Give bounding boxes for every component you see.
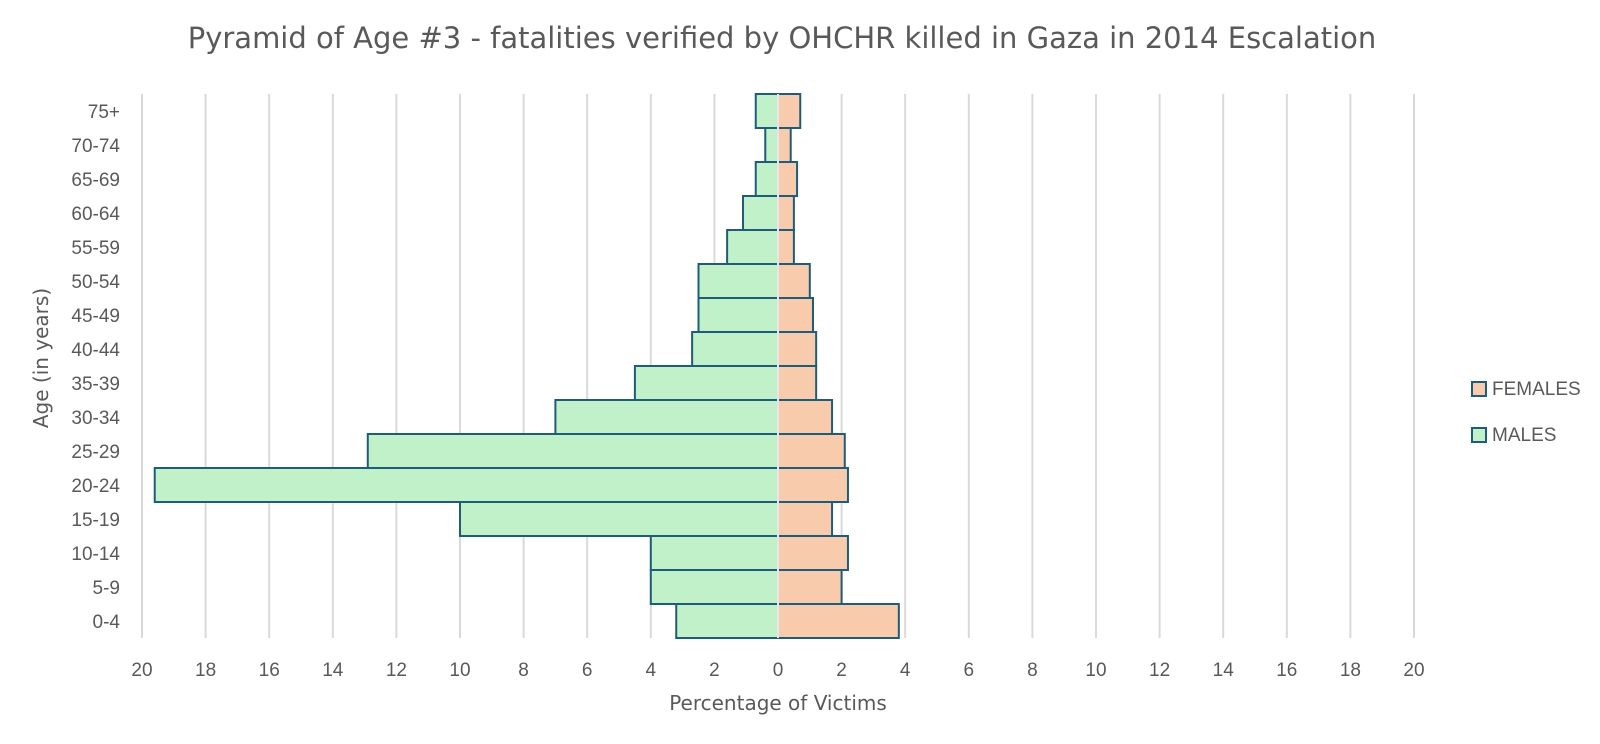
y-tick-label: 10-14 — [71, 544, 120, 565]
y-axis-label: Age (in years) — [29, 288, 53, 428]
bar-female — [777, 365, 818, 401]
bar-male — [554, 399, 780, 435]
x-tick-label: 20 — [1403, 660, 1424, 681]
x-tick-label: 8 — [518, 660, 529, 681]
x-axis-ticks: 20 18 16 14 12 10 8 6 4 2 0 2 4 6 8 10 12 14 16 18 20 — [131, 660, 1424, 681]
bar-female — [777, 569, 843, 605]
x-tick-label: 10 — [1085, 660, 1106, 681]
bar-female — [777, 331, 818, 367]
y-tick-label: 30-34 — [71, 408, 120, 429]
legend-label-males: MALES — [1492, 425, 1556, 446]
x-tick-label: 10 — [449, 660, 470, 681]
x-tick-label: 12 — [1149, 660, 1170, 681]
bar-male — [742, 195, 780, 231]
x-tick-label: 16 — [259, 660, 280, 681]
y-tick-label: 15-19 — [71, 510, 120, 531]
x-tick-label: 4 — [646, 660, 657, 681]
bar-female — [777, 195, 795, 231]
bar-female — [777, 229, 795, 265]
x-tick-label: 18 — [195, 660, 216, 681]
x-tick-label: 16 — [1276, 660, 1297, 681]
x-tick-label: 0 — [773, 660, 784, 681]
bar-male — [459, 501, 779, 537]
bar-female — [777, 263, 811, 299]
x-tick-label: 2 — [836, 660, 847, 681]
y-tick-label: 55-59 — [71, 238, 120, 259]
bar-male — [754, 93, 779, 129]
y-tick-label: 60-64 — [71, 204, 120, 225]
y-tick-label: 45-49 — [71, 306, 120, 327]
x-tick-label: 6 — [582, 660, 593, 681]
bar-female — [777, 433, 846, 469]
bar-male — [633, 365, 780, 401]
bar-male — [153, 467, 780, 503]
bar-male — [726, 229, 779, 265]
bar-male — [754, 161, 779, 197]
bar-female — [777, 127, 792, 163]
bar-male — [366, 433, 779, 469]
y-tick-label: 65-69 — [71, 170, 120, 191]
y-tick-label: 75+ — [88, 102, 120, 123]
x-tick-label: 12 — [386, 660, 407, 681]
x-tick-label: 18 — [1340, 660, 1361, 681]
chart-title: Pyramid of Age #3 - fatalities verified … — [188, 21, 1377, 55]
legend-label-females: FEMALES — [1492, 379, 1581, 400]
bar-female — [777, 297, 814, 333]
bar-female — [777, 467, 849, 503]
bar-male — [649, 569, 779, 605]
y-tick-label: 5-9 — [93, 578, 120, 599]
bar-female — [777, 535, 849, 571]
legend: FEMALES MALES — [1471, 379, 1581, 446]
bar-male — [649, 535, 779, 571]
y-tick-label: 50-54 — [71, 272, 120, 293]
x-tick-label: 4 — [900, 660, 911, 681]
x-tick-label: 14 — [322, 660, 344, 681]
bar-female — [777, 501, 834, 537]
y-tick-label: 0-4 — [93, 612, 121, 633]
x-tick-label: 2 — [709, 660, 720, 681]
bar-female — [777, 399, 834, 435]
y-tick-label: 20-24 — [71, 476, 120, 497]
x-tick-label: 20 — [131, 660, 152, 681]
y-tick-label: 40-44 — [71, 340, 120, 361]
legend-swatch-females — [1471, 381, 1487, 397]
bar-male — [697, 263, 779, 299]
x-axis-label: Percentage of Victims — [669, 691, 887, 715]
y-tick-label: 35-39 — [71, 374, 120, 395]
x-tick-label: 14 — [1213, 660, 1235, 681]
bar-female — [777, 93, 802, 129]
x-tick-label: 6 — [964, 660, 975, 681]
legend-swatch-males — [1471, 427, 1487, 443]
y-tick-label: 70-74 — [71, 136, 120, 157]
bar-male — [691, 331, 780, 367]
bar-male — [697, 297, 779, 333]
bar-male — [675, 603, 779, 639]
y-axis-ticks: 0-4 5-9 10-14 15-19 20-24 25-29 30-34 35-39 40-4… — [71, 102, 120, 633]
bars — [153, 93, 900, 639]
bar-male — [764, 127, 780, 163]
bar-female — [777, 603, 900, 639]
y-tick-label: 25-29 — [71, 442, 120, 463]
bar-female — [777, 161, 799, 197]
x-tick-label: 8 — [1027, 660, 1038, 681]
